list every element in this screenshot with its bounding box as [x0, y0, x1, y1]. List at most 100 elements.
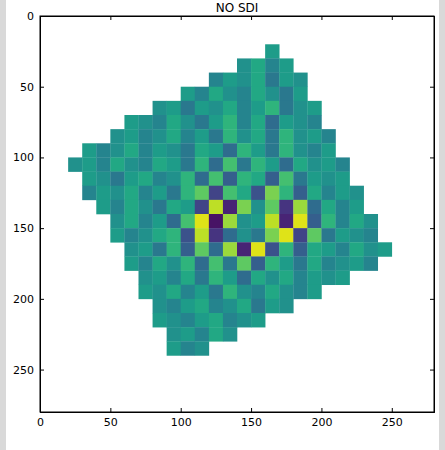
heatmap-cell — [209, 157, 223, 171]
heatmap-cell — [195, 341, 209, 355]
heatmap-cell — [153, 172, 167, 186]
heatmap-cell — [223, 313, 237, 327]
heatmap-cell — [223, 256, 237, 270]
x-axis-top — [41, 16, 435, 20]
heatmap-cell — [279, 115, 293, 129]
tick — [430, 16, 434, 17]
heatmap-cell — [307, 228, 321, 242]
heatmap-cell — [293, 172, 307, 186]
heatmap-cell — [237, 143, 251, 157]
heatmap-cell — [167, 157, 181, 171]
tick-mark — [181, 408, 182, 412]
heatmap-cell — [96, 200, 110, 214]
heatmap-cell — [139, 200, 153, 214]
heatmap-cell — [209, 285, 223, 299]
heatmap-cell — [124, 256, 138, 270]
heatmap-cell — [195, 101, 209, 115]
chart: 050100150200250050100150200250NO SDI — [0, 0, 445, 450]
heatmap-cell — [336, 242, 350, 256]
heatmap-cell — [195, 242, 209, 256]
heatmap-cell — [153, 115, 167, 129]
tick — [430, 157, 434, 158]
heatmap-cell — [251, 58, 265, 72]
heatmap-cell — [167, 143, 181, 157]
heatmap-cell — [307, 143, 321, 157]
tick: 50 — [20, 81, 44, 94]
heatmap-cell — [153, 228, 167, 242]
heatmap-cell — [167, 186, 181, 200]
heatmap-cell — [195, 129, 209, 143]
heatmap-cell — [307, 271, 321, 285]
heatmap-cell — [321, 214, 335, 228]
heatmap-cell — [110, 186, 124, 200]
heatmap-cell — [209, 214, 223, 228]
heatmap-cell — [293, 73, 307, 87]
heatmap-cell — [265, 228, 279, 242]
heatmap-cell — [209, 186, 223, 200]
heatmap-cell — [279, 73, 293, 87]
heatmap-cell — [223, 143, 237, 157]
tick-mark — [392, 408, 393, 412]
heatmap-cell — [350, 214, 364, 228]
heatmap-cell — [181, 129, 195, 143]
heatmap-cell — [251, 129, 265, 143]
heatmap-cell — [181, 327, 195, 341]
heatmap-cell — [265, 172, 279, 186]
y-axis-right — [430, 17, 435, 413]
heatmap-cell — [321, 271, 335, 285]
heatmap-cell — [251, 186, 265, 200]
heatmap-cell — [237, 129, 251, 143]
heatmap-cell — [293, 271, 307, 285]
heatmap-cell — [251, 73, 265, 87]
heatmap-cell — [195, 271, 209, 285]
heatmap-cell — [307, 186, 321, 200]
chart-title: NO SDI — [216, 1, 259, 15]
heatmap-cell — [293, 186, 307, 200]
heatmap-cell — [195, 313, 209, 327]
heatmap-cell — [153, 256, 167, 270]
tick — [430, 299, 434, 300]
heatmap-cell — [251, 172, 265, 186]
heatmap-cell — [336, 214, 350, 228]
tick-mark — [430, 370, 434, 371]
heatmap-cells — [68, 44, 392, 355]
tick-label: 50 — [20, 81, 34, 94]
heatmap-cell — [82, 157, 96, 171]
heatmap-cell — [167, 115, 181, 129]
heatmap-cell — [364, 214, 378, 228]
tick-label: 100 — [171, 416, 192, 429]
heatmap-cell — [279, 58, 293, 72]
heatmap-cell — [223, 87, 237, 101]
heatmap-cell — [237, 101, 251, 115]
heatmap-cell — [279, 129, 293, 143]
heatmap-cell — [139, 285, 153, 299]
heatmap-cell — [265, 58, 279, 72]
heatmap-cell — [223, 271, 237, 285]
x-axis-line — [41, 408, 435, 413]
heatmap-cell — [124, 242, 138, 256]
tick: 100 — [171, 408, 192, 429]
heatmap-cell — [181, 256, 195, 270]
heatmap-cell — [293, 87, 307, 101]
heatmap-cell — [209, 256, 223, 270]
heatmap-cell — [153, 129, 167, 143]
heatmap-cell — [293, 200, 307, 214]
heatmap-cell — [321, 172, 335, 186]
heatmap-cell — [223, 214, 237, 228]
heatmap-cell — [307, 129, 321, 143]
heatmap-cell — [223, 299, 237, 313]
heatmap-cell — [223, 172, 237, 186]
heatmap-cell — [293, 143, 307, 157]
tick-mark — [430, 16, 434, 17]
heatmap-cell — [209, 73, 223, 87]
heatmap-cell — [82, 172, 96, 186]
tick-mark — [321, 16, 322, 20]
heatmap-cell — [209, 143, 223, 157]
heatmap-cell — [195, 200, 209, 214]
heatmap-cell — [251, 256, 265, 270]
heatmap-cell — [153, 200, 167, 214]
heatmap-cell — [139, 271, 153, 285]
heatmap-cell — [237, 172, 251, 186]
tick-mark — [40, 370, 44, 371]
tick: 250 — [13, 364, 44, 377]
